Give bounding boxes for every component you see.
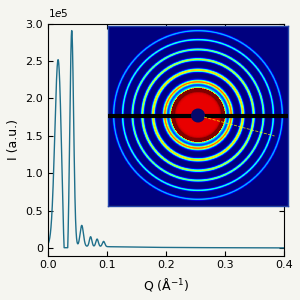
Y-axis label: I (a.u.): I (a.u.): [7, 119, 20, 160]
X-axis label: Q (Å$^{-1}$): Q (Å$^{-1}$): [143, 276, 189, 293]
Text: $1e5$: $1e5$: [48, 7, 69, 19]
Circle shape: [192, 109, 204, 122]
Circle shape: [193, 111, 203, 120]
